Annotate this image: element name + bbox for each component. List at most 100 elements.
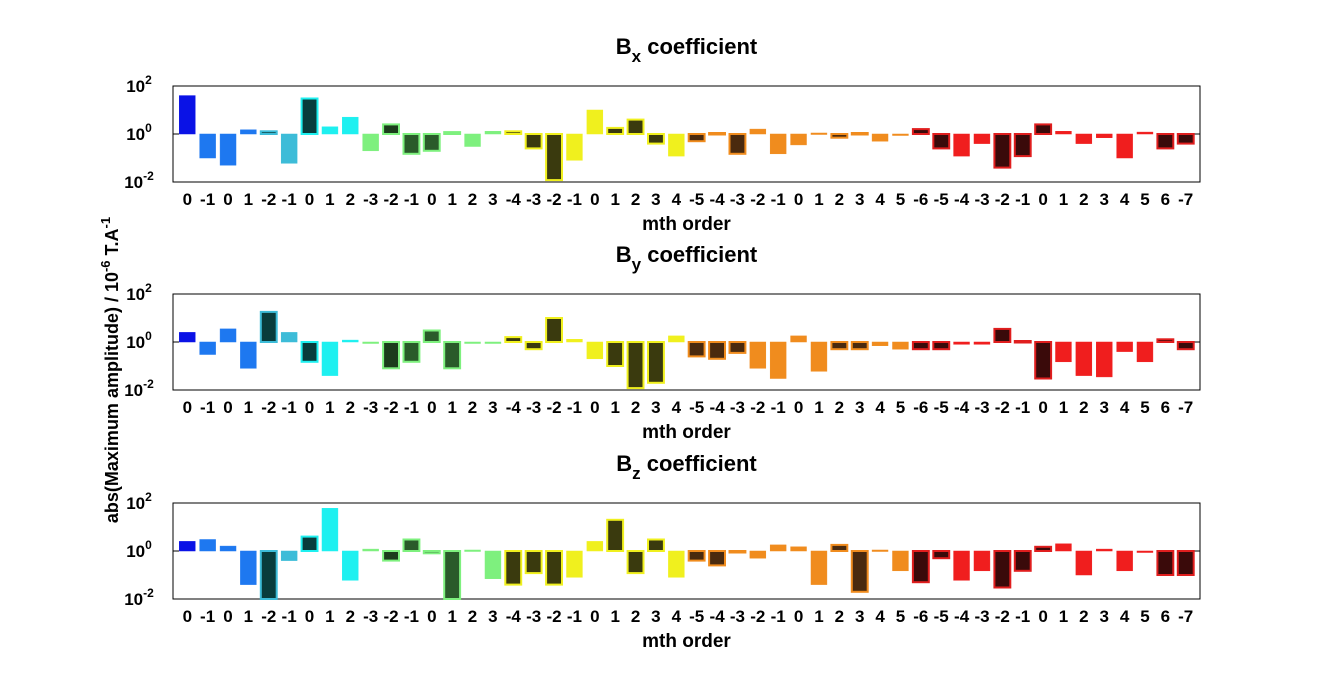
- x-tick-label: 0: [794, 190, 803, 209]
- bar: [668, 550, 685, 578]
- x-tick-label: -3: [526, 398, 541, 417]
- bar: [280, 133, 298, 164]
- x-tick-label: -2: [383, 398, 398, 417]
- bar: [973, 133, 991, 144]
- x-tick-label: 0: [590, 607, 599, 626]
- x-tick-label: 0: [794, 398, 803, 417]
- x-tick-label: -1: [771, 190, 786, 209]
- y-tick-label: 100: [126, 329, 152, 352]
- x-tick-label: 3: [1099, 190, 1108, 209]
- bar: [566, 133, 583, 161]
- bar: [973, 341, 991, 345]
- x-tick-label: 5: [896, 398, 905, 417]
- x-tick-label: 2: [468, 607, 477, 626]
- x-tick-label: 0: [223, 607, 232, 626]
- x-tick-label: -3: [363, 190, 378, 209]
- x-tick-label: 4: [1120, 190, 1130, 209]
- bar: [545, 133, 563, 182]
- x-tick-label: -6: [913, 398, 928, 417]
- x-tick-label: 2: [468, 398, 477, 417]
- bar: [1034, 341, 1053, 380]
- x-tick-label: -1: [567, 607, 582, 626]
- bar: [566, 550, 583, 578]
- x-tick-label: -5: [689, 398, 704, 417]
- x-tick-label: 3: [651, 607, 660, 626]
- x-tick-label: -1: [771, 398, 786, 417]
- bar: [1055, 131, 1072, 135]
- bar: [1136, 341, 1154, 363]
- bar: [422, 329, 441, 343]
- x-tick-label: -3: [363, 607, 378, 626]
- x-tick-label: 1: [1059, 190, 1068, 209]
- bar: [342, 339, 359, 343]
- y-axis-label: abs(Maximum amplitude) / 10-6 T.A-1: [98, 217, 122, 523]
- bar: [1075, 341, 1093, 376]
- x-tick-label: -2: [750, 398, 765, 417]
- bar: [402, 133, 421, 155]
- x-tick-label: -5: [689, 607, 704, 626]
- bar: [464, 133, 481, 147]
- x-tick-label: -3: [730, 398, 745, 417]
- x-tick-label: 2: [346, 398, 355, 417]
- x-tick-label: 2: [346, 607, 355, 626]
- x-tick-label: -4: [506, 190, 522, 209]
- bar: [199, 133, 216, 159]
- bar: [1136, 131, 1154, 135]
- x-tick-label: 3: [1099, 607, 1108, 626]
- bar: [484, 341, 502, 344]
- x-tick-label: 2: [835, 190, 844, 209]
- x-tick-label: -1: [282, 607, 297, 626]
- bar: [484, 131, 502, 135]
- bar: [953, 133, 970, 157]
- x-tick-label: -2: [995, 398, 1010, 417]
- y-tick-label: 102: [126, 490, 152, 513]
- bar: [179, 332, 196, 343]
- bar: [790, 546, 807, 552]
- bar: [1116, 550, 1133, 572]
- x-tick-label: -2: [383, 607, 398, 626]
- x-tick-label: 3: [488, 607, 497, 626]
- bar: [484, 550, 502, 579]
- x-tick-label: 0: [183, 607, 192, 626]
- x-tick-label: -2: [261, 398, 276, 417]
- bar: [932, 550, 951, 560]
- bar: [668, 335, 685, 343]
- bar: [524, 133, 543, 150]
- x-tick-label: -1: [404, 398, 419, 417]
- bar: [1013, 340, 1032, 344]
- x-axis-label: mth order: [642, 422, 731, 443]
- x-tick-label: 3: [488, 398, 497, 417]
- bar: [586, 541, 604, 552]
- bar: [443, 131, 462, 136]
- x-tick-label: 1: [325, 190, 334, 209]
- bar: [422, 133, 441, 152]
- x-tick-label: -2: [546, 398, 561, 417]
- bar: [1013, 133, 1032, 158]
- x-tick-label: -4: [506, 398, 522, 417]
- bar: [1034, 545, 1053, 552]
- x-tick-label: 0: [305, 190, 314, 209]
- x-tick-label: 1: [610, 607, 619, 626]
- x-tick-label: 2: [1079, 398, 1088, 417]
- x-tick-label: 4: [672, 607, 682, 626]
- x-tick-label: 0: [305, 607, 314, 626]
- x-tick-label: -2: [750, 190, 765, 209]
- bar: [179, 541, 196, 552]
- x-tick-label: 3: [855, 190, 864, 209]
- bar: [626, 341, 645, 390]
- x-tick-label: -7: [1178, 607, 1193, 626]
- x-tick-label: 6: [1161, 190, 1170, 209]
- x-tick-label: 0: [223, 398, 232, 417]
- bar: [1136, 550, 1154, 553]
- bar: [259, 130, 278, 136]
- bar: [342, 550, 359, 581]
- bar: [382, 123, 401, 136]
- y-tick-label: 102: [126, 73, 152, 96]
- bar: [647, 538, 665, 552]
- bar: [1096, 341, 1113, 378]
- bar: [504, 130, 523, 136]
- x-tick-label: 2: [835, 398, 844, 417]
- x-tick-label: -3: [730, 607, 745, 626]
- bar: [280, 550, 298, 561]
- bar: [993, 550, 1012, 589]
